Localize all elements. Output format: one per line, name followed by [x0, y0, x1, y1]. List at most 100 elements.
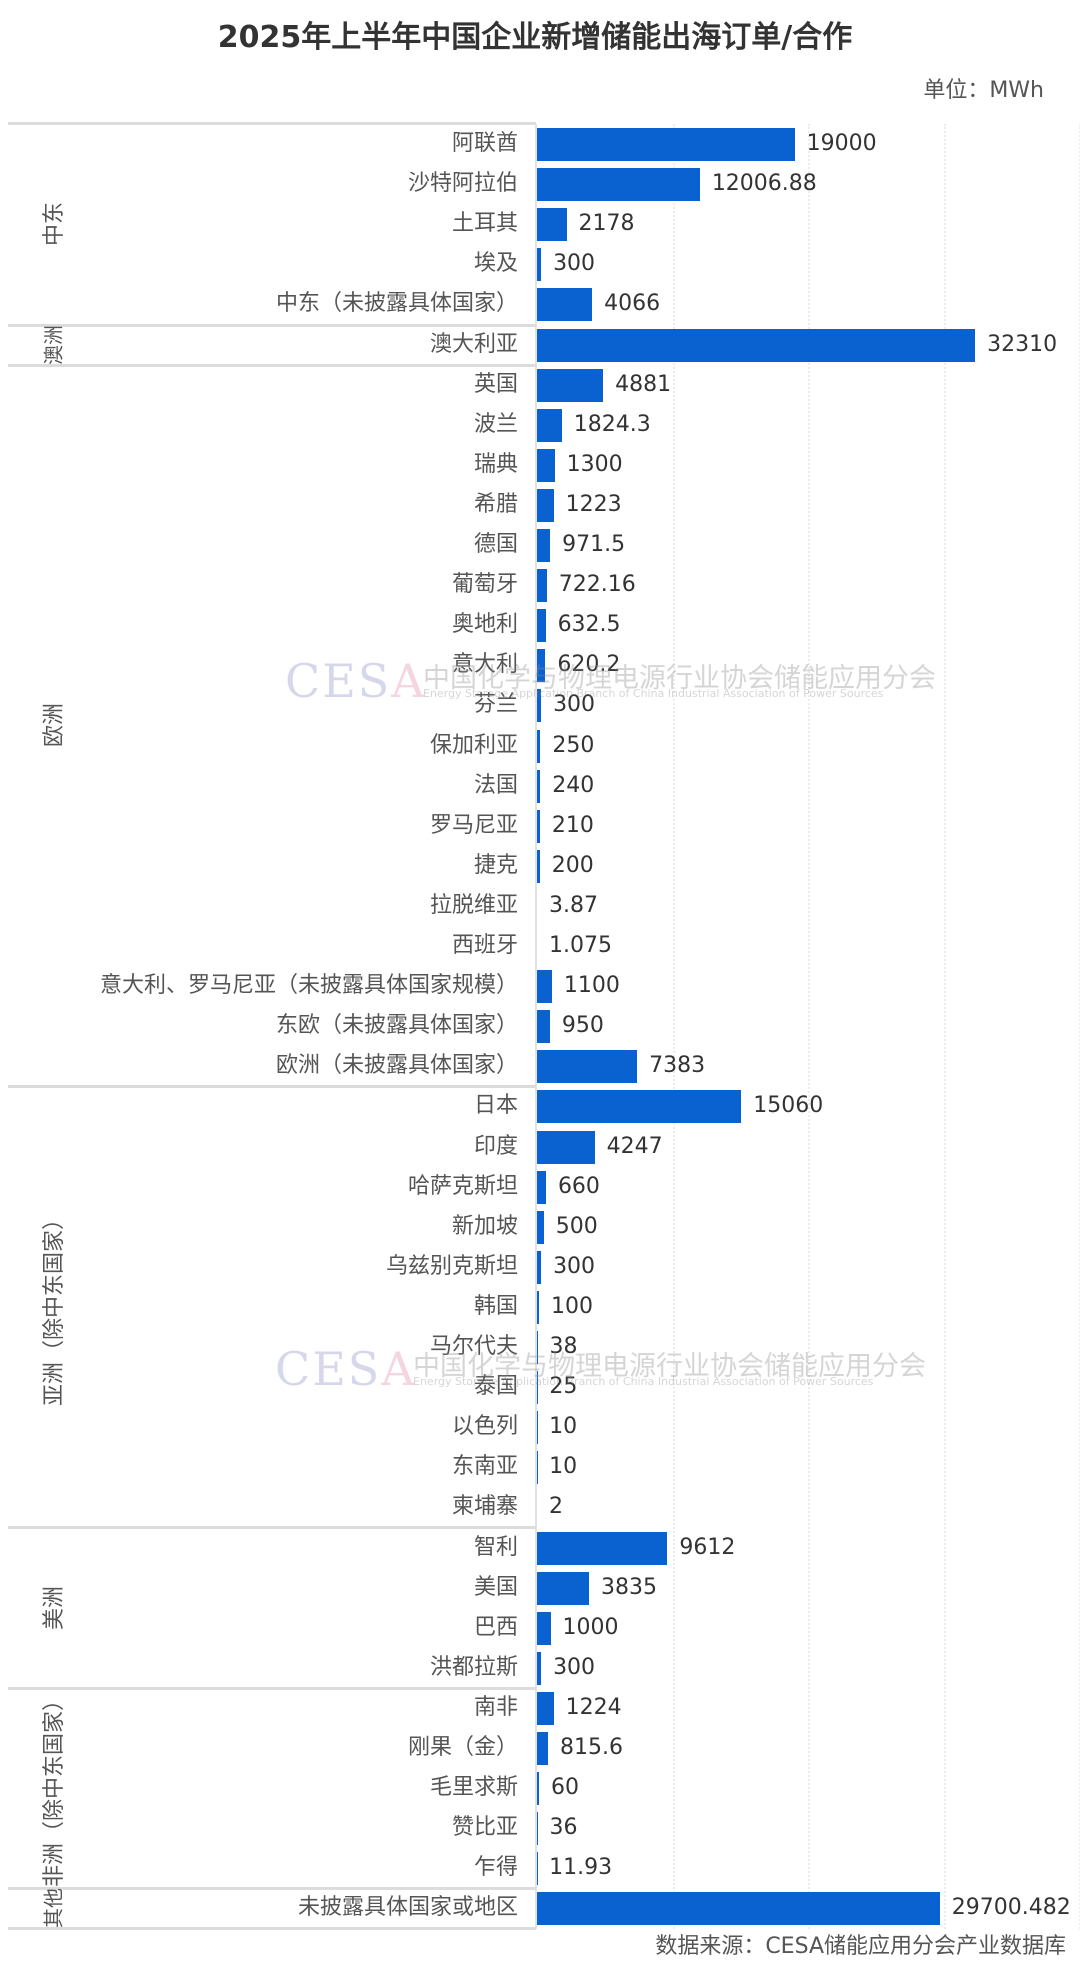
bar-row: 毛里求斯 60	[0, 1768, 1080, 1808]
value-label: 1000	[562, 1614, 619, 1640]
category-label: 印度	[473, 1133, 518, 1159]
bar	[537, 649, 546, 683]
category-label: 美国	[473, 1574, 518, 1600]
value-label: 300	[553, 1253, 596, 1279]
group-5: 非洲（除中东国家）	[0, 1688, 536, 1891]
value-label: 950	[561, 1013, 604, 1039]
value-label: 1.075	[549, 933, 612, 958]
bar-row: 波兰 1824.3	[0, 405, 1080, 445]
category-label: 波兰	[473, 411, 518, 437]
bar-row: 韩国 100	[0, 1287, 1080, 1327]
bar-row: 土耳其 2178	[0, 204, 1080, 244]
bar-row: 以色列 10	[0, 1407, 1080, 1447]
group-2: 欧洲	[0, 365, 536, 1089]
value-label: 12006.88	[711, 171, 817, 197]
category-label: 澳大利亚	[429, 331, 518, 357]
group-separator	[8, 323, 536, 327]
category-label: 沙特阿拉伯	[407, 171, 518, 197]
bar-row: 澳大利亚 32310	[0, 325, 1080, 365]
bar	[537, 689, 542, 723]
value-label: 300	[553, 1654, 596, 1680]
category-label: 马尔代夫	[429, 1334, 518, 1359]
value-label: 10	[549, 1414, 578, 1440]
category-label: 赞比亚	[451, 1815, 518, 1841]
value-label: 722.16	[558, 572, 636, 598]
bar-row: 柬埔寨 2	[0, 1487, 1080, 1527]
bar	[537, 809, 540, 843]
category-label: 捷克	[473, 852, 518, 878]
bar-row: 南非 1224	[0, 1688, 1080, 1728]
category-label: 南非	[473, 1694, 518, 1720]
bar	[537, 368, 604, 402]
value-label: 100	[551, 1293, 593, 1319]
bar-row: 美国 3835	[0, 1568, 1080, 1608]
group-3: 亚洲（除中东国家）	[0, 1086, 536, 1530]
category-label: 法国	[473, 772, 518, 798]
bar-row: 东南亚 10	[0, 1447, 1080, 1487]
category-label: 英国	[473, 371, 518, 397]
category-label: 拉脱维亚	[429, 892, 518, 918]
bar-row: 智利 9612	[0, 1528, 1080, 1568]
bar-row: 瑞典 1300	[0, 445, 1080, 485]
category-label: 毛里求斯	[429, 1775, 518, 1801]
group-separator	[8, 1526, 536, 1530]
bar	[537, 1772, 539, 1806]
category-label: 西班牙	[451, 933, 518, 958]
value-label: 1824.3	[573, 411, 651, 437]
category-label: 芬兰	[473, 692, 518, 718]
value-label: 11.93	[549, 1855, 613, 1881]
bar	[537, 1651, 542, 1685]
bar-row: 葡萄牙 722.16	[0, 565, 1080, 605]
bar-row: 乌兹别克斯坦 300	[0, 1247, 1080, 1287]
value-label: 3.87	[549, 892, 599, 918]
value-label: 36	[549, 1815, 578, 1841]
value-label: 4066	[604, 291, 661, 317]
category-label: 东欧（未披露具体国家）	[275, 1013, 518, 1039]
bar	[537, 1250, 542, 1284]
value-label: 4881	[615, 371, 672, 397]
value-label: 250	[552, 732, 595, 758]
bar-row: 英国 4881	[0, 365, 1080, 405]
value-label: 38	[549, 1334, 578, 1359]
category-label: 罗马尼亚	[429, 812, 518, 838]
bar-row: 阿联酋 19000	[0, 124, 1080, 164]
bar-row: 未披露具体国家或地区 29700.482	[0, 1888, 1080, 1928]
category-label: 日本	[473, 1093, 518, 1119]
value-label: 29700.482	[951, 1895, 1071, 1921]
category-label: 智利	[473, 1534, 518, 1560]
value-label: 620.2	[557, 652, 621, 678]
bar-row: 希腊 1223	[0, 485, 1080, 525]
bar	[537, 1331, 538, 1364]
bar-row: 马尔代夫 38	[0, 1327, 1080, 1367]
bar-row: 哈萨克斯坦 660	[0, 1167, 1080, 1207]
bar-row: 刚果（金） 815.6	[0, 1728, 1080, 1768]
value-label: 2178	[578, 211, 635, 237]
value-label: 25	[549, 1374, 578, 1400]
category-label: 中东（未披露具体国家）	[275, 291, 518, 317]
bar	[537, 1010, 550, 1044]
bar	[537, 970, 552, 1004]
value-label: 1300	[566, 451, 623, 477]
bar-row: 意大利 620.2	[0, 645, 1080, 685]
bar-row: 中东（未披露具体国家） 4066	[0, 284, 1080, 324]
bar-row: 印度 4247	[0, 1127, 1080, 1167]
bar-row: 拉脱维亚 3.87	[0, 886, 1080, 926]
bar	[537, 128, 795, 161]
bar-row: 德国 971.5	[0, 525, 1080, 565]
value-label: 1223	[565, 491, 622, 517]
bar-row: 乍得 11.93	[0, 1848, 1080, 1888]
bar	[537, 288, 593, 322]
gridline	[672, 124, 675, 1929]
bar-row: 法国 240	[0, 766, 1080, 806]
bar	[537, 569, 547, 603]
bar	[537, 1691, 554, 1725]
value-label: 9612	[679, 1534, 736, 1560]
bar	[537, 849, 540, 883]
category-label: 瑞典	[473, 451, 518, 477]
bar	[537, 208, 567, 242]
value-label: 1224	[565, 1694, 622, 1720]
category-label: 泰国	[473, 1374, 518, 1400]
value-label: 19000	[806, 131, 877, 156]
group-6: 其他	[0, 1888, 536, 1931]
bar-row: 日本 15060	[0, 1086, 1080, 1126]
